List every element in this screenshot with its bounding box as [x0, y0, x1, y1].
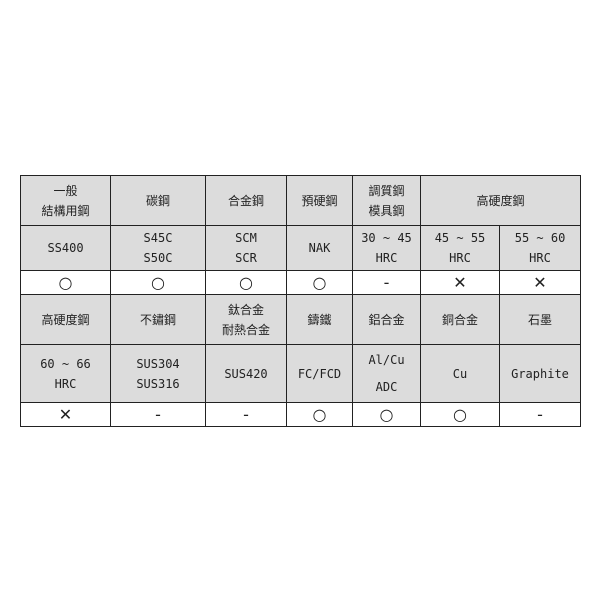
suitability-mark: ○ — [286, 402, 353, 427]
table-cell: FC/FCD — [286, 344, 353, 403]
table-cell: 碳鋼 — [110, 175, 206, 226]
suitability-mark: ○ — [286, 270, 353, 295]
table-cell: 高硬度鋼 — [419, 175, 582, 226]
table-cell: 銅合金 — [420, 294, 500, 345]
table-cell: 一般 結構用鋼 — [20, 175, 111, 226]
suitability-mark: - — [498, 402, 582, 427]
table-cell: 高硬度鋼 — [20, 294, 111, 345]
suitability-mark: - — [205, 402, 287, 427]
table-row-grade-2: 60 ~ 66 HRC SUS304 SUS316 SUS420 FC/FCD … — [20, 344, 582, 403]
table-cell: 30 ~ 45 HRC — [352, 225, 421, 271]
table-cell: SCM SCR — [205, 225, 287, 271]
suitability-mark: ○ — [420, 402, 500, 427]
suitability-mark: ○ — [110, 270, 206, 295]
table-cell: SS400 — [20, 225, 111, 271]
table-cell: SUS304 SUS316 — [110, 344, 206, 403]
table-row-symbol-1: ○ ○ ○ ○ - ✕ ✕ — [20, 270, 582, 295]
table-cell: 調質鋼 模具鋼 — [352, 175, 421, 226]
table-cell: 鋁合金 — [352, 294, 421, 345]
table-cell: 鈦合金 耐熱合金 — [205, 294, 287, 345]
suitability-mark: - — [352, 270, 421, 295]
suitability-mark: ✕ — [20, 402, 111, 427]
suitability-mark: ✕ — [498, 270, 582, 295]
table-cell: 合金鋼 — [205, 175, 287, 226]
table-cell: 石墨 — [498, 294, 582, 345]
table-cell: Al/Cu ADC — [352, 344, 421, 403]
suitability-mark: ○ — [20, 270, 111, 295]
table-cell: Graphite — [498, 344, 582, 403]
table-cell: SUS420 — [205, 344, 287, 403]
suitability-mark: ○ — [352, 402, 421, 427]
table-cell: 55 ~ 60 HRC — [498, 225, 582, 271]
table-row-symbol-2: ✕ - - ○ ○ ○ - — [20, 402, 582, 427]
table-cell: 預硬鋼 — [286, 175, 353, 226]
table-row-header-2: 高硬度鋼 不鏽鋼 鈦合金 耐熱合金 鑄鐵 鋁合金 銅合金 石墨 — [20, 294, 582, 345]
table-cell: 45 ~ 55 HRC — [420, 225, 500, 271]
table-row-header-1: 一般 結構用鋼 碳鋼 合金鋼 預硬鋼 調質鋼 模具鋼 高硬度鋼 — [20, 175, 582, 226]
table-cell: Cu — [420, 344, 500, 403]
suitability-mark: ○ — [205, 270, 287, 295]
suitability-mark: ✕ — [420, 270, 500, 295]
table-cell: 不鏽鋼 — [110, 294, 206, 345]
table-cell: 60 ~ 66 HRC — [20, 344, 111, 403]
table-cell: S45C S50C — [110, 225, 206, 271]
material-compatibility-table: 一般 結構用鋼 碳鋼 合金鋼 預硬鋼 調質鋼 模具鋼 高硬度鋼 SS400 S4… — [20, 175, 582, 427]
table-cell: 鑄鐵 — [286, 294, 353, 345]
table-cell: NAK — [286, 225, 353, 271]
table-row-grade-1: SS400 S45C S50C SCM SCR NAK 30 ~ 45 HRC … — [20, 225, 582, 271]
suitability-mark: - — [110, 402, 206, 427]
